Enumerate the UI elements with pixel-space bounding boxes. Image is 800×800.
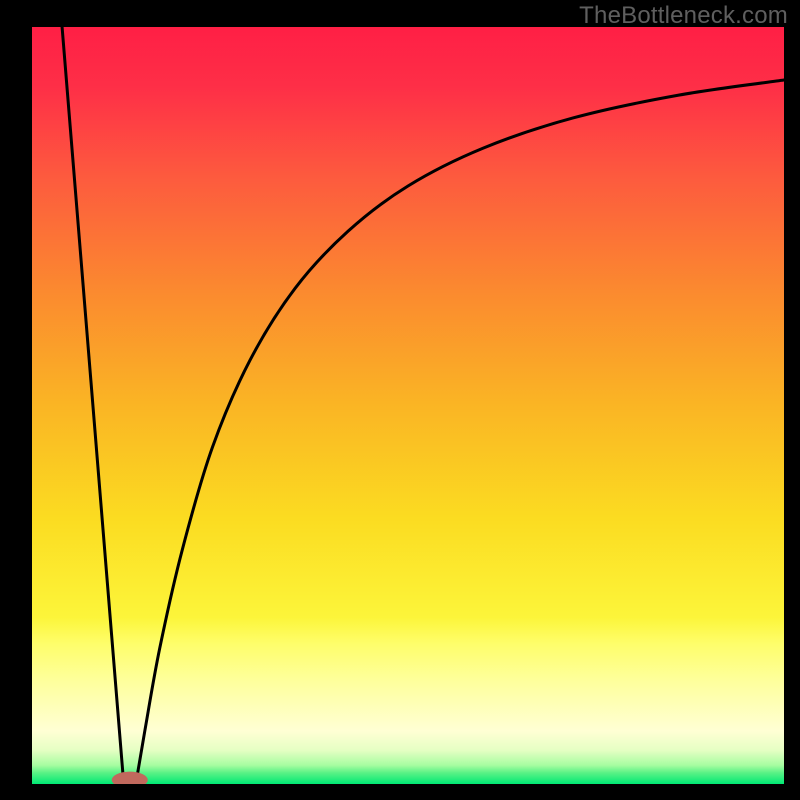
- chart-background: [32, 27, 784, 784]
- site-watermark: TheBottleneck.com: [579, 2, 788, 30]
- chart-stage: TheBottleneck.com: [0, 0, 800, 800]
- bottleneck-chart: [32, 27, 784, 784]
